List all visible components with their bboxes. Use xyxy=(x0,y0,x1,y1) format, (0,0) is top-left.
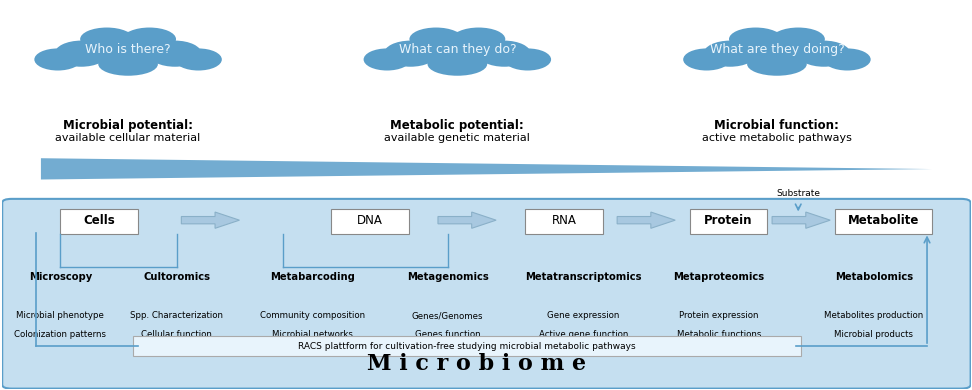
Text: Microbial networks: Microbial networks xyxy=(271,330,353,339)
Text: Gene expression: Gene expression xyxy=(547,311,619,320)
Ellipse shape xyxy=(504,48,551,71)
Text: active metabolic pathways: active metabolic pathways xyxy=(702,133,851,143)
Text: Cells: Cells xyxy=(84,214,115,227)
Text: Metaproteomics: Metaproteomics xyxy=(674,272,764,282)
Ellipse shape xyxy=(729,28,782,51)
Polygon shape xyxy=(438,212,496,228)
Text: RNA: RNA xyxy=(551,214,576,227)
Ellipse shape xyxy=(772,28,825,51)
Ellipse shape xyxy=(747,53,807,76)
Text: Metabarcoding: Metabarcoding xyxy=(269,272,355,282)
Ellipse shape xyxy=(98,53,157,76)
Text: Spp. Characterization: Spp. Characterization xyxy=(130,311,223,320)
Text: Cultoromics: Cultoromics xyxy=(143,272,210,282)
Text: Active gene function: Active gene function xyxy=(538,330,628,339)
Polygon shape xyxy=(772,212,830,228)
Ellipse shape xyxy=(409,28,463,51)
Ellipse shape xyxy=(80,28,133,51)
Text: Microbial products: Microbial products xyxy=(834,330,914,339)
Text: Metatranscriptomics: Metatranscriptomics xyxy=(525,272,642,282)
Ellipse shape xyxy=(96,32,160,64)
Ellipse shape xyxy=(149,41,201,67)
FancyBboxPatch shape xyxy=(525,209,603,234)
Ellipse shape xyxy=(384,41,437,67)
Text: DNA: DNA xyxy=(358,214,383,227)
Text: Metagenomics: Metagenomics xyxy=(407,272,489,282)
Polygon shape xyxy=(617,212,676,228)
Text: Genes function: Genes function xyxy=(415,330,480,339)
Polygon shape xyxy=(182,212,239,228)
Text: Microbial function:: Microbial function: xyxy=(714,119,840,132)
Text: M i c r o b i o m e: M i c r o b i o m e xyxy=(367,353,586,375)
Text: Community composition: Community composition xyxy=(260,311,364,320)
Ellipse shape xyxy=(704,41,756,67)
Text: RACS plattform for cultivation-free studying microbial metabolic pathways: RACS plattform for cultivation-free stud… xyxy=(298,342,636,351)
Ellipse shape xyxy=(364,48,410,71)
Ellipse shape xyxy=(426,32,489,64)
Text: Substrate: Substrate xyxy=(777,189,820,198)
Ellipse shape xyxy=(34,48,82,71)
FancyBboxPatch shape xyxy=(60,209,138,234)
Ellipse shape xyxy=(824,48,871,71)
Text: What are they doing?: What are they doing? xyxy=(710,43,845,56)
Text: Metabolite: Metabolite xyxy=(848,214,920,227)
Text: Who is there?: Who is there? xyxy=(86,43,171,56)
FancyBboxPatch shape xyxy=(2,199,971,388)
Text: Cellular function: Cellular function xyxy=(141,330,212,339)
Text: Microscopy: Microscopy xyxy=(28,272,92,282)
Ellipse shape xyxy=(122,28,176,51)
Text: Metabolites production: Metabolites production xyxy=(824,311,923,320)
FancyBboxPatch shape xyxy=(835,209,932,234)
Text: Microbial potential:: Microbial potential: xyxy=(63,119,193,132)
Text: available cellular material: available cellular material xyxy=(55,133,200,143)
Ellipse shape xyxy=(452,28,505,51)
FancyBboxPatch shape xyxy=(331,209,409,234)
Text: Genes/Genomes: Genes/Genomes xyxy=(412,311,483,320)
Ellipse shape xyxy=(797,41,850,67)
Text: What can they do?: What can they do? xyxy=(399,43,516,56)
Text: Protein expression: Protein expression xyxy=(679,311,758,320)
Text: Metabolic potential:: Metabolic potential: xyxy=(391,119,524,132)
Text: Microbial phenotype: Microbial phenotype xyxy=(17,311,104,320)
Polygon shape xyxy=(41,158,932,179)
Ellipse shape xyxy=(428,53,487,76)
Ellipse shape xyxy=(175,48,222,71)
FancyBboxPatch shape xyxy=(690,209,767,234)
Ellipse shape xyxy=(477,41,531,67)
Text: Colonization patterns: Colonization patterns xyxy=(15,330,106,339)
FancyBboxPatch shape xyxy=(133,336,801,356)
Text: Metabolic functions: Metabolic functions xyxy=(677,330,761,339)
Text: Metabolomics: Metabolomics xyxy=(835,272,913,282)
Text: Protein: Protein xyxy=(705,214,752,227)
Ellipse shape xyxy=(745,32,809,64)
Text: available genetic material: available genetic material xyxy=(384,133,531,143)
Ellipse shape xyxy=(54,41,108,67)
Ellipse shape xyxy=(683,48,730,71)
